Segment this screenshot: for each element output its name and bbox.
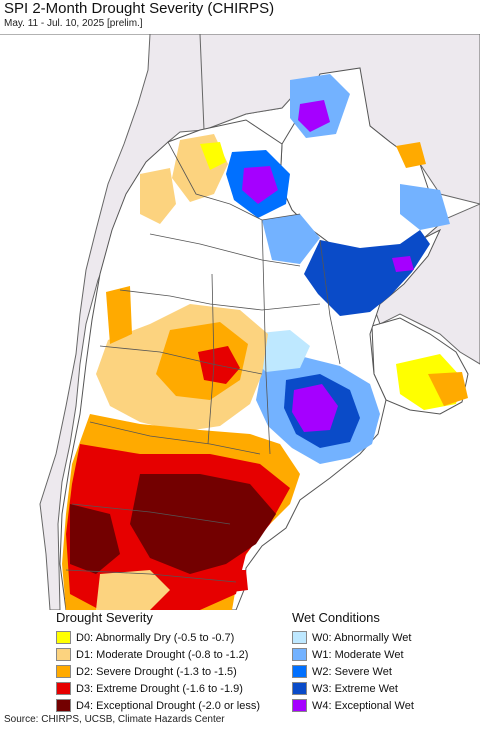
legend-item-w2: W2: Severe Wet: [292, 663, 414, 680]
legend-label-w0: W0: Abnormally Wet: [312, 631, 412, 644]
legend-item-w3: W3: Extreme Wet: [292, 680, 414, 697]
wet-legend: Wet Conditions W0: Abnormally Wet W1: Mo…: [292, 610, 414, 714]
legend-item-d4: D4: Exceptional Drought (-2.0 or less): [56, 697, 260, 714]
legend-label-w3: W3: Extreme Wet: [312, 682, 398, 695]
drought-legend-heading: Drought Severity: [56, 610, 153, 625]
legend-item-w4: W4: Exceptional Wet: [292, 697, 414, 714]
moderate-drought-santa-cruz: [96, 570, 170, 610]
map-title: SPI 2-Month Drought Severity (CHIRPS): [4, 0, 275, 17]
extreme-drought-coast: [230, 570, 248, 592]
legend-label-d3: D3: Extreme Drought (-1.6 to -1.9): [76, 682, 243, 695]
severe-drought-uruguay: [428, 372, 468, 406]
legend-swatch-d2: [56, 665, 71, 678]
moderate-wet-chaco-south: [262, 214, 320, 264]
legend-swatch-w3: [292, 682, 307, 695]
legend-item-w1: W1: Moderate Wet: [292, 646, 414, 663]
moderate-wet-brazil-border: [400, 184, 450, 230]
wet-legend-heading: Wet Conditions: [292, 610, 380, 625]
legend-swatch-d3: [56, 682, 71, 695]
exceptional-wet-pampas: [292, 384, 338, 432]
legend-label-w1: W1: Moderate Wet: [312, 648, 404, 661]
legend-item-w0: W0: Abnormally Wet: [292, 629, 414, 646]
legend-label-w4: W4: Exceptional Wet: [312, 699, 414, 712]
date-range-subtitle: May. 11 - Jul. 10, 2025 [prelim.]: [4, 18, 143, 29]
moderate-drought-catamarca: [140, 168, 176, 224]
severe-drought-brazil: [396, 142, 426, 168]
extreme-wet-corrientes: [304, 230, 430, 316]
drought-legend: Drought Severity D0: Abnormally Dry (-0.…: [56, 610, 260, 714]
legend-label-d1: D1: Moderate Drought (-0.8 to -1.2): [76, 648, 249, 661]
exceptional-drought-patagonia: [130, 474, 276, 574]
legend: Drought Severity D0: Abnormally Dry (-0.…: [0, 610, 480, 712]
legend-swatch-w4: [292, 699, 307, 712]
exceptional-drought-andes-south: [70, 504, 120, 574]
legend-label-d0: D0: Abnormally Dry (-0.5 to -0.7): [76, 631, 235, 644]
legend-swatch-w0: [292, 631, 307, 644]
legend-item-d0: D0: Abnormally Dry (-0.5 to -0.7): [56, 629, 260, 646]
legend-item-d1: D1: Moderate Drought (-0.8 to -1.2): [56, 646, 260, 663]
legend-swatch-w2: [292, 665, 307, 678]
severe-drought-andes: [106, 286, 132, 344]
drought-map: [0, 34, 480, 610]
legend-item-d2: D2: Severe Drought (-1.3 to -1.5): [56, 663, 260, 680]
legend-label-w2: W2: Severe Wet: [312, 665, 392, 678]
abnormally-dry-north: [200, 142, 226, 170]
legend-swatch-d4: [56, 699, 71, 712]
map-canvas: [0, 34, 480, 610]
exceptional-wet-chaco: [298, 100, 330, 132]
province-boundaries: [65, 141, 341, 583]
source-credit: Source: CHIRPS, UCSB, Climate Hazards Ce…: [4, 714, 225, 725]
legend-swatch-w1: [292, 648, 307, 661]
legend-item-d3: D3: Extreme Drought (-1.6 to -1.9): [56, 680, 260, 697]
legend-label-d4: D4: Exceptional Drought (-2.0 or less): [76, 699, 261, 712]
legend-swatch-d0: [56, 631, 71, 644]
legend-swatch-d1: [56, 648, 71, 661]
exceptional-wet-salta: [242, 166, 278, 204]
legend-label-d2: D2: Severe Drought (-1.3 to -1.5): [76, 665, 237, 678]
exceptional-wet-misiones: [392, 256, 414, 272]
